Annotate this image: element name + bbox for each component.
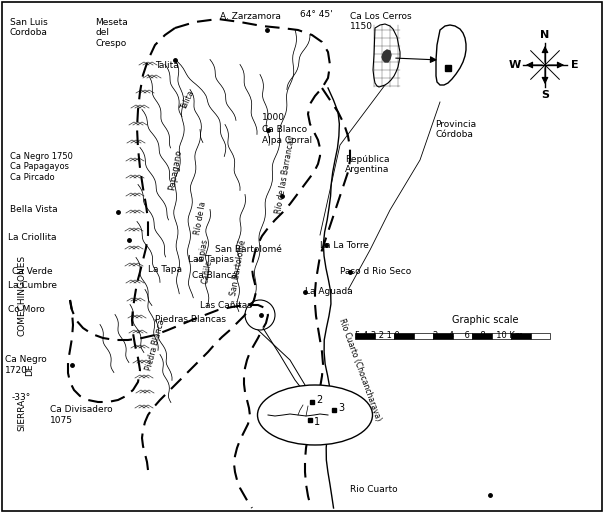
- Text: N: N: [541, 30, 550, 40]
- Text: 2    4    6    8    10 Km: 2 4 6 8 10 Km: [433, 331, 523, 340]
- Text: San Bartolomé: San Bartolomé: [229, 240, 247, 297]
- Text: W: W: [509, 60, 521, 70]
- Text: A. Zarzamora: A. Zarzamora: [220, 12, 281, 21]
- Text: Graphic scale: Graphic scale: [452, 315, 518, 325]
- Text: Río de las Barrancas: Río de las Barrancas: [274, 135, 296, 214]
- Bar: [452, 333, 472, 339]
- Text: 1000: 1000: [262, 113, 285, 123]
- Text: Paso d Rio Seco: Paso d Rio Seco: [340, 267, 411, 277]
- Text: 2: 2: [316, 395, 323, 405]
- Text: S: S: [541, 90, 549, 100]
- Text: Piedra Blanca: Piedra Blanca: [144, 319, 166, 371]
- Ellipse shape: [257, 385, 373, 445]
- Bar: [414, 333, 433, 339]
- Text: República
Argentina: República Argentina: [345, 155, 390, 174]
- Text: La La Torre: La La Torre: [320, 241, 369, 249]
- Text: Las Cañitas: Las Cañitas: [200, 301, 252, 309]
- Text: Ca Divisadero
1075: Ca Divisadero 1075: [50, 405, 112, 425]
- Text: La Tapa: La Tapa: [148, 266, 182, 274]
- Text: Rio Cuarto: Rio Cuarto: [350, 485, 397, 495]
- Text: COMECHINGONES: COMECHINGONES: [18, 254, 27, 336]
- Bar: [355, 333, 374, 339]
- Text: Ca Blanco
Alpa Corral: Ca Blanco Alpa Corral: [262, 125, 312, 145]
- Text: 64° 45': 64° 45': [300, 10, 333, 19]
- Text: Ca Negro 1750
Ca Papagayos
Ca Pircado: Ca Negro 1750 Ca Papagayos Ca Pircado: [10, 152, 73, 182]
- Bar: [394, 333, 414, 339]
- Text: SIERRA: SIERRA: [18, 399, 27, 431]
- Text: San Luis
Cordoba: San Luis Cordoba: [10, 18, 48, 37]
- Text: 5 4 3 2 1 0: 5 4 3 2 1 0: [355, 331, 400, 340]
- Text: Talita: Talita: [155, 61, 179, 69]
- Polygon shape: [436, 25, 466, 85]
- Text: Papagano: Papagano: [167, 149, 183, 191]
- Text: Río Cuarto (Chocancharava): Río Cuarto (Chocancharava): [337, 318, 383, 423]
- Text: Bella Vista: Bella Vista: [10, 206, 57, 214]
- Polygon shape: [373, 24, 400, 87]
- Text: Provincia
Córdoba: Provincia Córdoba: [435, 120, 476, 140]
- Text: -33°: -33°: [12, 392, 31, 402]
- Polygon shape: [382, 50, 391, 62]
- Text: La Criollita: La Criollita: [8, 232, 57, 242]
- Text: Las Tapias: Las Tapias: [188, 255, 234, 265]
- Bar: [433, 333, 452, 339]
- Text: Talita: Talita: [179, 89, 196, 111]
- Text: Meseta
del
Crespo: Meseta del Crespo: [95, 18, 128, 48]
- Text: Ca Verde: Ca Verde: [12, 267, 53, 277]
- Text: Ca Los Cerros
1150: Ca Los Cerros 1150: [350, 12, 411, 31]
- Text: Cañile: Cañile: [201, 260, 214, 285]
- Text: La Cumbre: La Cumbre: [8, 281, 57, 289]
- Text: Piedras Blancas: Piedras Blancas: [155, 315, 226, 325]
- Text: La Aguada: La Aguada: [305, 287, 353, 297]
- Text: Ca Blanca: Ca Blanca: [192, 270, 237, 280]
- Text: Tapias: Tapias: [198, 238, 211, 263]
- Text: Río de la: Río de la: [193, 201, 207, 235]
- Text: E: E: [571, 60, 579, 70]
- Bar: [374, 333, 394, 339]
- Text: 1: 1: [314, 417, 320, 427]
- Bar: [472, 333, 492, 339]
- Bar: [511, 333, 530, 339]
- Text: San Bartolomé: San Bartolomé: [215, 246, 282, 254]
- Text: DE: DE: [25, 364, 34, 376]
- Text: 3: 3: [338, 403, 344, 413]
- Text: Ca Negro
1720: Ca Negro 1720: [5, 356, 47, 374]
- Bar: [492, 333, 511, 339]
- Bar: [530, 333, 550, 339]
- Text: Co Moro: Co Moro: [8, 306, 45, 314]
